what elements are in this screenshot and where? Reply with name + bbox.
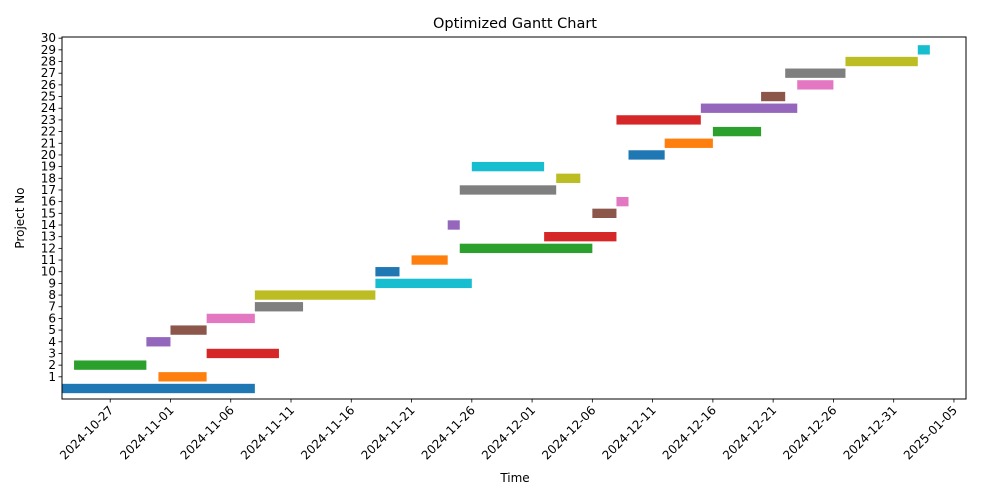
y-tick-label: 30 bbox=[41, 31, 56, 45]
y-tick-label: 14 bbox=[41, 218, 56, 232]
y-tick-label: 17 bbox=[41, 183, 56, 197]
task-bar bbox=[628, 150, 665, 160]
task-bar bbox=[459, 185, 557, 195]
y-tick-label: 19 bbox=[41, 160, 56, 174]
x-axis-title: Time bbox=[499, 471, 529, 485]
y-tick-label: 4 bbox=[48, 335, 56, 349]
task-bar bbox=[459, 243, 593, 254]
task-bar bbox=[845, 56, 918, 67]
task-bar bbox=[917, 45, 930, 55]
y-axis-title: Project No bbox=[13, 187, 27, 248]
task-bar bbox=[158, 372, 207, 382]
task-bar bbox=[544, 232, 617, 242]
task-bar bbox=[254, 302, 304, 312]
task-bar bbox=[206, 348, 279, 359]
y-tick-label: 15 bbox=[41, 206, 56, 220]
y-tick-label: 6 bbox=[48, 311, 56, 325]
y-tick-label: 29 bbox=[41, 43, 56, 57]
task-bar bbox=[375, 267, 400, 277]
task-bar bbox=[447, 220, 460, 230]
task-bar bbox=[74, 360, 147, 370]
task-bar bbox=[797, 80, 834, 90]
y-tick-label: 20 bbox=[41, 148, 56, 162]
task-bar bbox=[785, 68, 846, 78]
y-tick-label: 24 bbox=[41, 101, 56, 115]
y-tick-label: 22 bbox=[41, 125, 56, 139]
task-bar bbox=[254, 290, 376, 300]
task-bar bbox=[170, 325, 207, 335]
y-tick-label: 26 bbox=[41, 78, 56, 92]
task-bar bbox=[592, 208, 617, 218]
y-tick-label: 21 bbox=[41, 136, 56, 150]
y-tick-label: 10 bbox=[41, 265, 56, 279]
task-bar bbox=[616, 115, 701, 125]
chart-title: Optimized Gantt Chart bbox=[433, 16, 597, 32]
y-tick-label: 18 bbox=[41, 171, 56, 185]
task-bar bbox=[62, 383, 255, 394]
y-tick-label: 11 bbox=[41, 253, 56, 267]
task-bar bbox=[761, 91, 786, 102]
y-tick-label: 7 bbox=[48, 300, 56, 314]
task-bar bbox=[712, 126, 762, 137]
y-tick-label: 25 bbox=[41, 90, 56, 104]
task-bar bbox=[556, 173, 581, 183]
y-tick-label: 3 bbox=[48, 346, 56, 360]
task-bar bbox=[146, 337, 171, 347]
bars-layer bbox=[62, 45, 930, 394]
y-tick-label: 27 bbox=[41, 66, 56, 80]
y-tick-label: 23 bbox=[41, 113, 56, 127]
y-tick-label: 16 bbox=[41, 195, 56, 209]
plot-frame bbox=[61, 36, 967, 400]
y-tick-label: 5 bbox=[48, 323, 56, 337]
y-tick-label: 28 bbox=[41, 55, 56, 69]
y-tick-label: 1 bbox=[48, 370, 56, 384]
task-bar bbox=[664, 138, 713, 148]
y-tick-label: 13 bbox=[41, 230, 56, 244]
y-tick-label: 12 bbox=[41, 241, 56, 255]
task-bar bbox=[206, 313, 255, 324]
task-bar bbox=[375, 278, 472, 289]
y-tick-label: 8 bbox=[48, 288, 56, 302]
y-tick-label: 2 bbox=[48, 358, 56, 372]
y-tick-label: 9 bbox=[48, 276, 56, 290]
task-bar bbox=[700, 103, 798, 113]
task-bar bbox=[616, 196, 629, 207]
task-bar bbox=[471, 161, 545, 172]
y-axis: 1234567891011121314151617181920212223242… bbox=[41, 31, 62, 384]
task-bar bbox=[411, 255, 448, 265]
